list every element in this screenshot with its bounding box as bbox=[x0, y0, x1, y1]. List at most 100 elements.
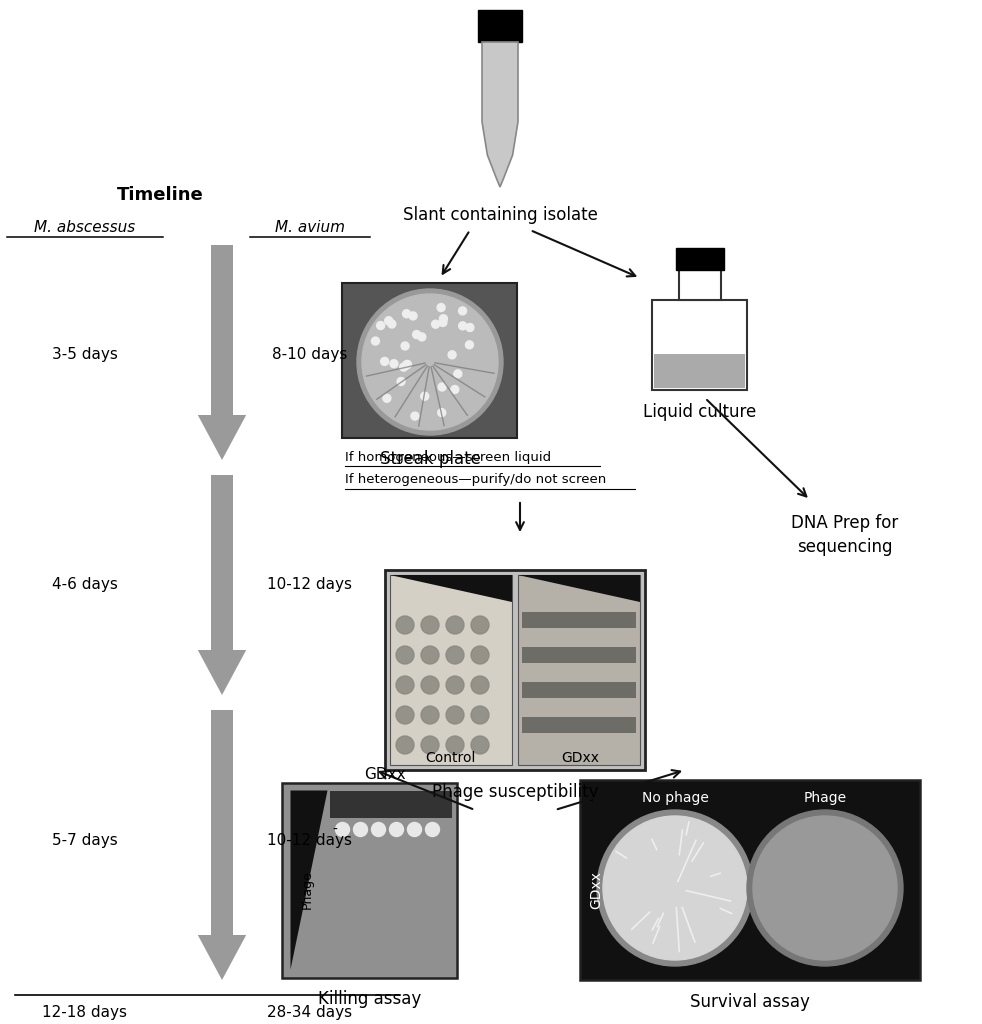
Circle shape bbox=[397, 378, 405, 385]
Bar bbox=[478, 10, 522, 42]
Text: If homogeneous—screen liquid: If homogeneous—screen liquid bbox=[345, 451, 551, 464]
Circle shape bbox=[400, 364, 408, 371]
Circle shape bbox=[446, 676, 464, 694]
Text: 5-7 days: 5-7 days bbox=[52, 833, 118, 848]
Circle shape bbox=[412, 331, 420, 339]
Text: Streak plate: Streak plate bbox=[380, 451, 480, 469]
Circle shape bbox=[471, 736, 489, 754]
Circle shape bbox=[471, 616, 489, 634]
Bar bbox=[211, 245, 233, 415]
Circle shape bbox=[421, 646, 439, 664]
Bar bbox=[390, 575, 512, 765]
Circle shape bbox=[459, 307, 466, 315]
Circle shape bbox=[421, 736, 439, 754]
Circle shape bbox=[439, 314, 448, 323]
Circle shape bbox=[439, 318, 447, 327]
Circle shape bbox=[446, 736, 464, 754]
Circle shape bbox=[432, 321, 440, 328]
Text: M. avium: M. avium bbox=[275, 220, 345, 236]
Bar bbox=[211, 475, 233, 650]
Circle shape bbox=[354, 822, 367, 837]
Circle shape bbox=[421, 676, 439, 694]
Circle shape bbox=[362, 294, 498, 430]
Circle shape bbox=[438, 409, 446, 417]
Circle shape bbox=[437, 303, 445, 311]
Bar bbox=[522, 717, 636, 733]
Circle shape bbox=[471, 646, 489, 664]
Circle shape bbox=[409, 312, 417, 319]
Bar bbox=[654, 302, 745, 354]
Circle shape bbox=[403, 309, 410, 317]
Circle shape bbox=[420, 392, 429, 400]
Circle shape bbox=[336, 822, 350, 837]
Circle shape bbox=[371, 822, 386, 837]
Circle shape bbox=[385, 316, 393, 325]
Text: 10-12 days: 10-12 days bbox=[267, 578, 353, 593]
Circle shape bbox=[396, 616, 414, 634]
Circle shape bbox=[454, 370, 462, 378]
Bar bbox=[522, 682, 636, 698]
Polygon shape bbox=[482, 42, 518, 187]
Circle shape bbox=[421, 706, 439, 724]
Bar bbox=[343, 283, 518, 437]
Polygon shape bbox=[518, 575, 640, 602]
Circle shape bbox=[381, 357, 389, 366]
Text: 4-6 days: 4-6 days bbox=[52, 578, 118, 593]
Circle shape bbox=[451, 385, 459, 393]
Bar bbox=[522, 647, 636, 663]
Text: 3-5 days: 3-5 days bbox=[52, 347, 118, 362]
Circle shape bbox=[425, 822, 440, 837]
Circle shape bbox=[753, 816, 897, 961]
Circle shape bbox=[396, 646, 414, 664]
Circle shape bbox=[408, 822, 421, 837]
Circle shape bbox=[747, 810, 903, 966]
Bar bbox=[283, 782, 458, 978]
Circle shape bbox=[421, 616, 439, 634]
Text: GDxx: GDxx bbox=[589, 871, 603, 909]
Circle shape bbox=[390, 822, 404, 837]
Circle shape bbox=[465, 324, 474, 332]
Text: Timeline: Timeline bbox=[117, 186, 203, 204]
Polygon shape bbox=[390, 575, 512, 602]
Circle shape bbox=[383, 394, 391, 402]
Text: -: - bbox=[332, 822, 337, 837]
Circle shape bbox=[357, 289, 503, 435]
Circle shape bbox=[417, 333, 426, 341]
Circle shape bbox=[401, 342, 409, 350]
Text: Killing assay: Killing assay bbox=[318, 990, 421, 1009]
Text: Phage: Phage bbox=[803, 791, 846, 805]
Bar bbox=[522, 612, 636, 628]
Circle shape bbox=[438, 383, 446, 391]
Bar bbox=[679, 268, 721, 300]
Circle shape bbox=[403, 361, 410, 369]
Text: GDxx: GDxx bbox=[364, 767, 406, 782]
Circle shape bbox=[396, 736, 414, 754]
Circle shape bbox=[404, 360, 411, 369]
Bar bbox=[652, 300, 747, 390]
Text: Liquid culture: Liquid culture bbox=[643, 403, 756, 421]
Text: Slant containing isolate: Slant containing isolate bbox=[403, 206, 597, 224]
Text: M. abscessus: M. abscessus bbox=[34, 220, 136, 236]
Circle shape bbox=[446, 616, 464, 634]
Circle shape bbox=[597, 810, 753, 966]
Circle shape bbox=[371, 337, 379, 345]
Bar bbox=[385, 570, 645, 770]
Circle shape bbox=[459, 322, 466, 330]
Bar bbox=[676, 248, 724, 270]
Circle shape bbox=[471, 706, 489, 724]
Circle shape bbox=[390, 359, 398, 368]
Text: Phage: Phage bbox=[301, 870, 314, 909]
Circle shape bbox=[388, 321, 396, 328]
Text: GDxx: GDxx bbox=[561, 751, 599, 765]
Text: 12-18 days: 12-18 days bbox=[42, 1005, 128, 1020]
Circle shape bbox=[446, 646, 464, 664]
Text: DNA Prep for
sequencing: DNA Prep for sequencing bbox=[791, 513, 899, 556]
Bar bbox=[654, 354, 745, 388]
Polygon shape bbox=[331, 791, 453, 817]
Text: If heterogeneous—purify/do not screen: If heterogeneous—purify/do not screen bbox=[345, 473, 606, 486]
Polygon shape bbox=[197, 415, 246, 460]
Text: Phage susceptibility: Phage susceptibility bbox=[432, 783, 598, 801]
Circle shape bbox=[377, 322, 385, 330]
Polygon shape bbox=[197, 650, 246, 695]
Polygon shape bbox=[291, 791, 328, 970]
